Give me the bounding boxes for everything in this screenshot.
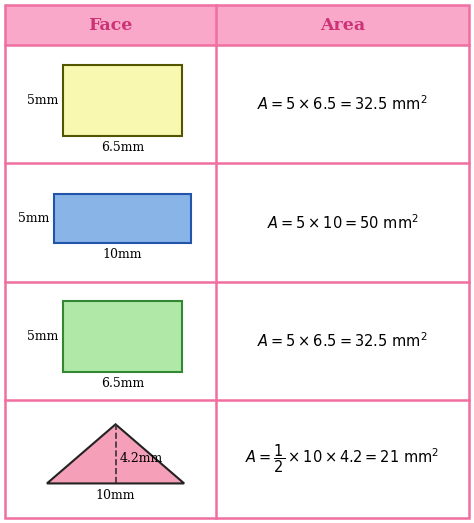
Text: 10mm: 10mm bbox=[96, 490, 135, 503]
Polygon shape bbox=[47, 424, 184, 483]
Bar bbox=[5, 5, 216, 45]
Text: Face: Face bbox=[88, 17, 133, 33]
Text: $A = 5 \times 6.5 = 32.5\ \mathrm{mm}^2$: $A = 5 \times 6.5 = 32.5\ \mathrm{mm}^2$ bbox=[257, 331, 428, 350]
Text: 10mm: 10mm bbox=[103, 248, 142, 261]
Text: $A = 5 \times 6.5 = 32.5\ \mathrm{mm}^2$: $A = 5 \times 6.5 = 32.5\ \mathrm{mm}^2$ bbox=[257, 95, 428, 113]
Bar bbox=[64, 65, 182, 135]
Bar bbox=[64, 301, 182, 372]
Text: $A = 5 \times 10 = 50\ \mathrm{mm}^2$: $A = 5 \times 10 = 50\ \mathrm{mm}^2$ bbox=[266, 213, 419, 232]
Bar bbox=[216, 5, 469, 45]
Text: 6.5mm: 6.5mm bbox=[101, 377, 144, 390]
Text: 5mm: 5mm bbox=[18, 212, 49, 225]
Text: Area: Area bbox=[320, 17, 365, 33]
Bar bbox=[54, 194, 191, 243]
Text: 6.5mm: 6.5mm bbox=[101, 141, 144, 154]
Text: 4.2mm: 4.2mm bbox=[119, 452, 163, 465]
Text: 5mm: 5mm bbox=[27, 94, 58, 107]
Text: $A = \dfrac{1}{2} \times 10 \times 4.2 = 21\ \mathrm{mm}^2$: $A = \dfrac{1}{2} \times 10 \times 4.2 =… bbox=[246, 442, 440, 475]
Text: 5mm: 5mm bbox=[27, 330, 58, 343]
